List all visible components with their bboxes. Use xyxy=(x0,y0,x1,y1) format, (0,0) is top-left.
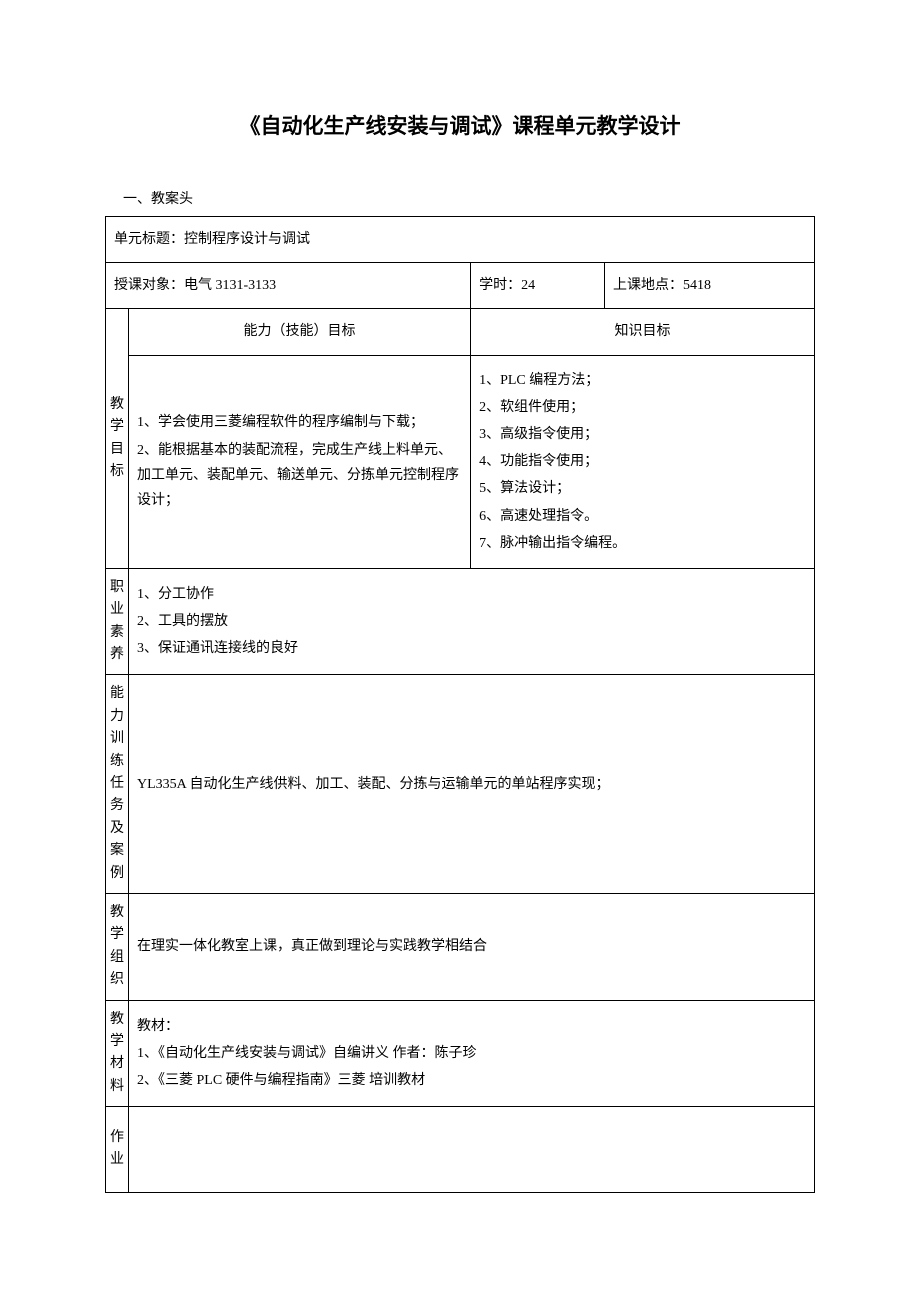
knowledge-header: 知识目标 xyxy=(471,309,815,355)
goals-side-label: 教 学 目 标 xyxy=(106,309,129,569)
page-title: 《自动化生产线安装与调试》课程单元教学设计 xyxy=(105,110,815,140)
career-items-cell: 1、分工协作 2、工具的摆放 3、保证通讯连接线的良好 xyxy=(129,568,815,675)
location-cell: 上课地点：5418 xyxy=(605,263,815,309)
career-side-label: 职 业 素 养 xyxy=(106,568,129,675)
meta-row: 授课对象：电气 3131-3133 学时：24 上课地点：5418 xyxy=(106,263,815,309)
training-content-cell: YL335A 自动化生产线供料、加工、装配、分拣与运输单元的单站程序实现； xyxy=(129,675,815,894)
audience-cell: 授课对象：电气 3131-3133 xyxy=(106,263,471,309)
section-label: 一、教案头 xyxy=(105,188,815,208)
org-row: 教 学 组 织 在理实一体化教室上课，真正做到理论与实践教学相结合 xyxy=(106,893,815,1000)
lesson-plan-table: 单元标题：控制程序设计与调试 授课对象：电气 3131-3133 学时：24 上… xyxy=(105,216,815,1193)
materials-content-cell: 教材： 1、《自动化生产线安装与调试》自编讲义 作者：陈子珍 2、《三菱 PLC… xyxy=(129,1000,815,1107)
knowledge-items-cell: 1、PLC 编程方法； 2、软组件使用； 3、高级指令使用； 4、功能指令使用；… xyxy=(471,355,815,568)
materials-side-label: 教 学 材 料 xyxy=(106,1000,129,1107)
materials-row: 教 学 材 料 教材： 1、《自动化生产线安装与调试》自编讲义 作者：陈子珍 2… xyxy=(106,1000,815,1107)
homework-row: 作 业 xyxy=(106,1107,815,1193)
org-side-label: 教 学 组 织 xyxy=(106,893,129,1000)
unit-title-cell: 单元标题：控制程序设计与调试 xyxy=(106,217,815,263)
unit-title-row: 单元标题：控制程序设计与调试 xyxy=(106,217,815,263)
training-side-label: 能 力 训 练 任 务 及 案 例 xyxy=(106,675,129,894)
skill-items-cell: 1、学会使用三菱编程软件的程序编制与下载； 2、能根据基本的装配流程，完成生产线… xyxy=(129,355,471,568)
homework-side-label: 作 业 xyxy=(106,1107,129,1193)
hours-cell: 学时：24 xyxy=(471,263,605,309)
goal-body-row: 1、学会使用三菱编程软件的程序编制与下载； 2、能根据基本的装配流程，完成生产线… xyxy=(106,355,815,568)
skill-header: 能力（技能）目标 xyxy=(129,309,471,355)
career-row: 职 业 素 养 1、分工协作 2、工具的摆放 3、保证通讯连接线的良好 xyxy=(106,568,815,675)
training-row: 能 力 训 练 任 务 及 案 例 YL335A 自动化生产线供料、加工、装配、… xyxy=(106,675,815,894)
org-content-cell: 在理实一体化教室上课，真正做到理论与实践教学相结合 xyxy=(129,893,815,1000)
goal-header-row: 教 学 目 标 能力（技能）目标 知识目标 xyxy=(106,309,815,355)
homework-content-cell xyxy=(129,1107,815,1193)
